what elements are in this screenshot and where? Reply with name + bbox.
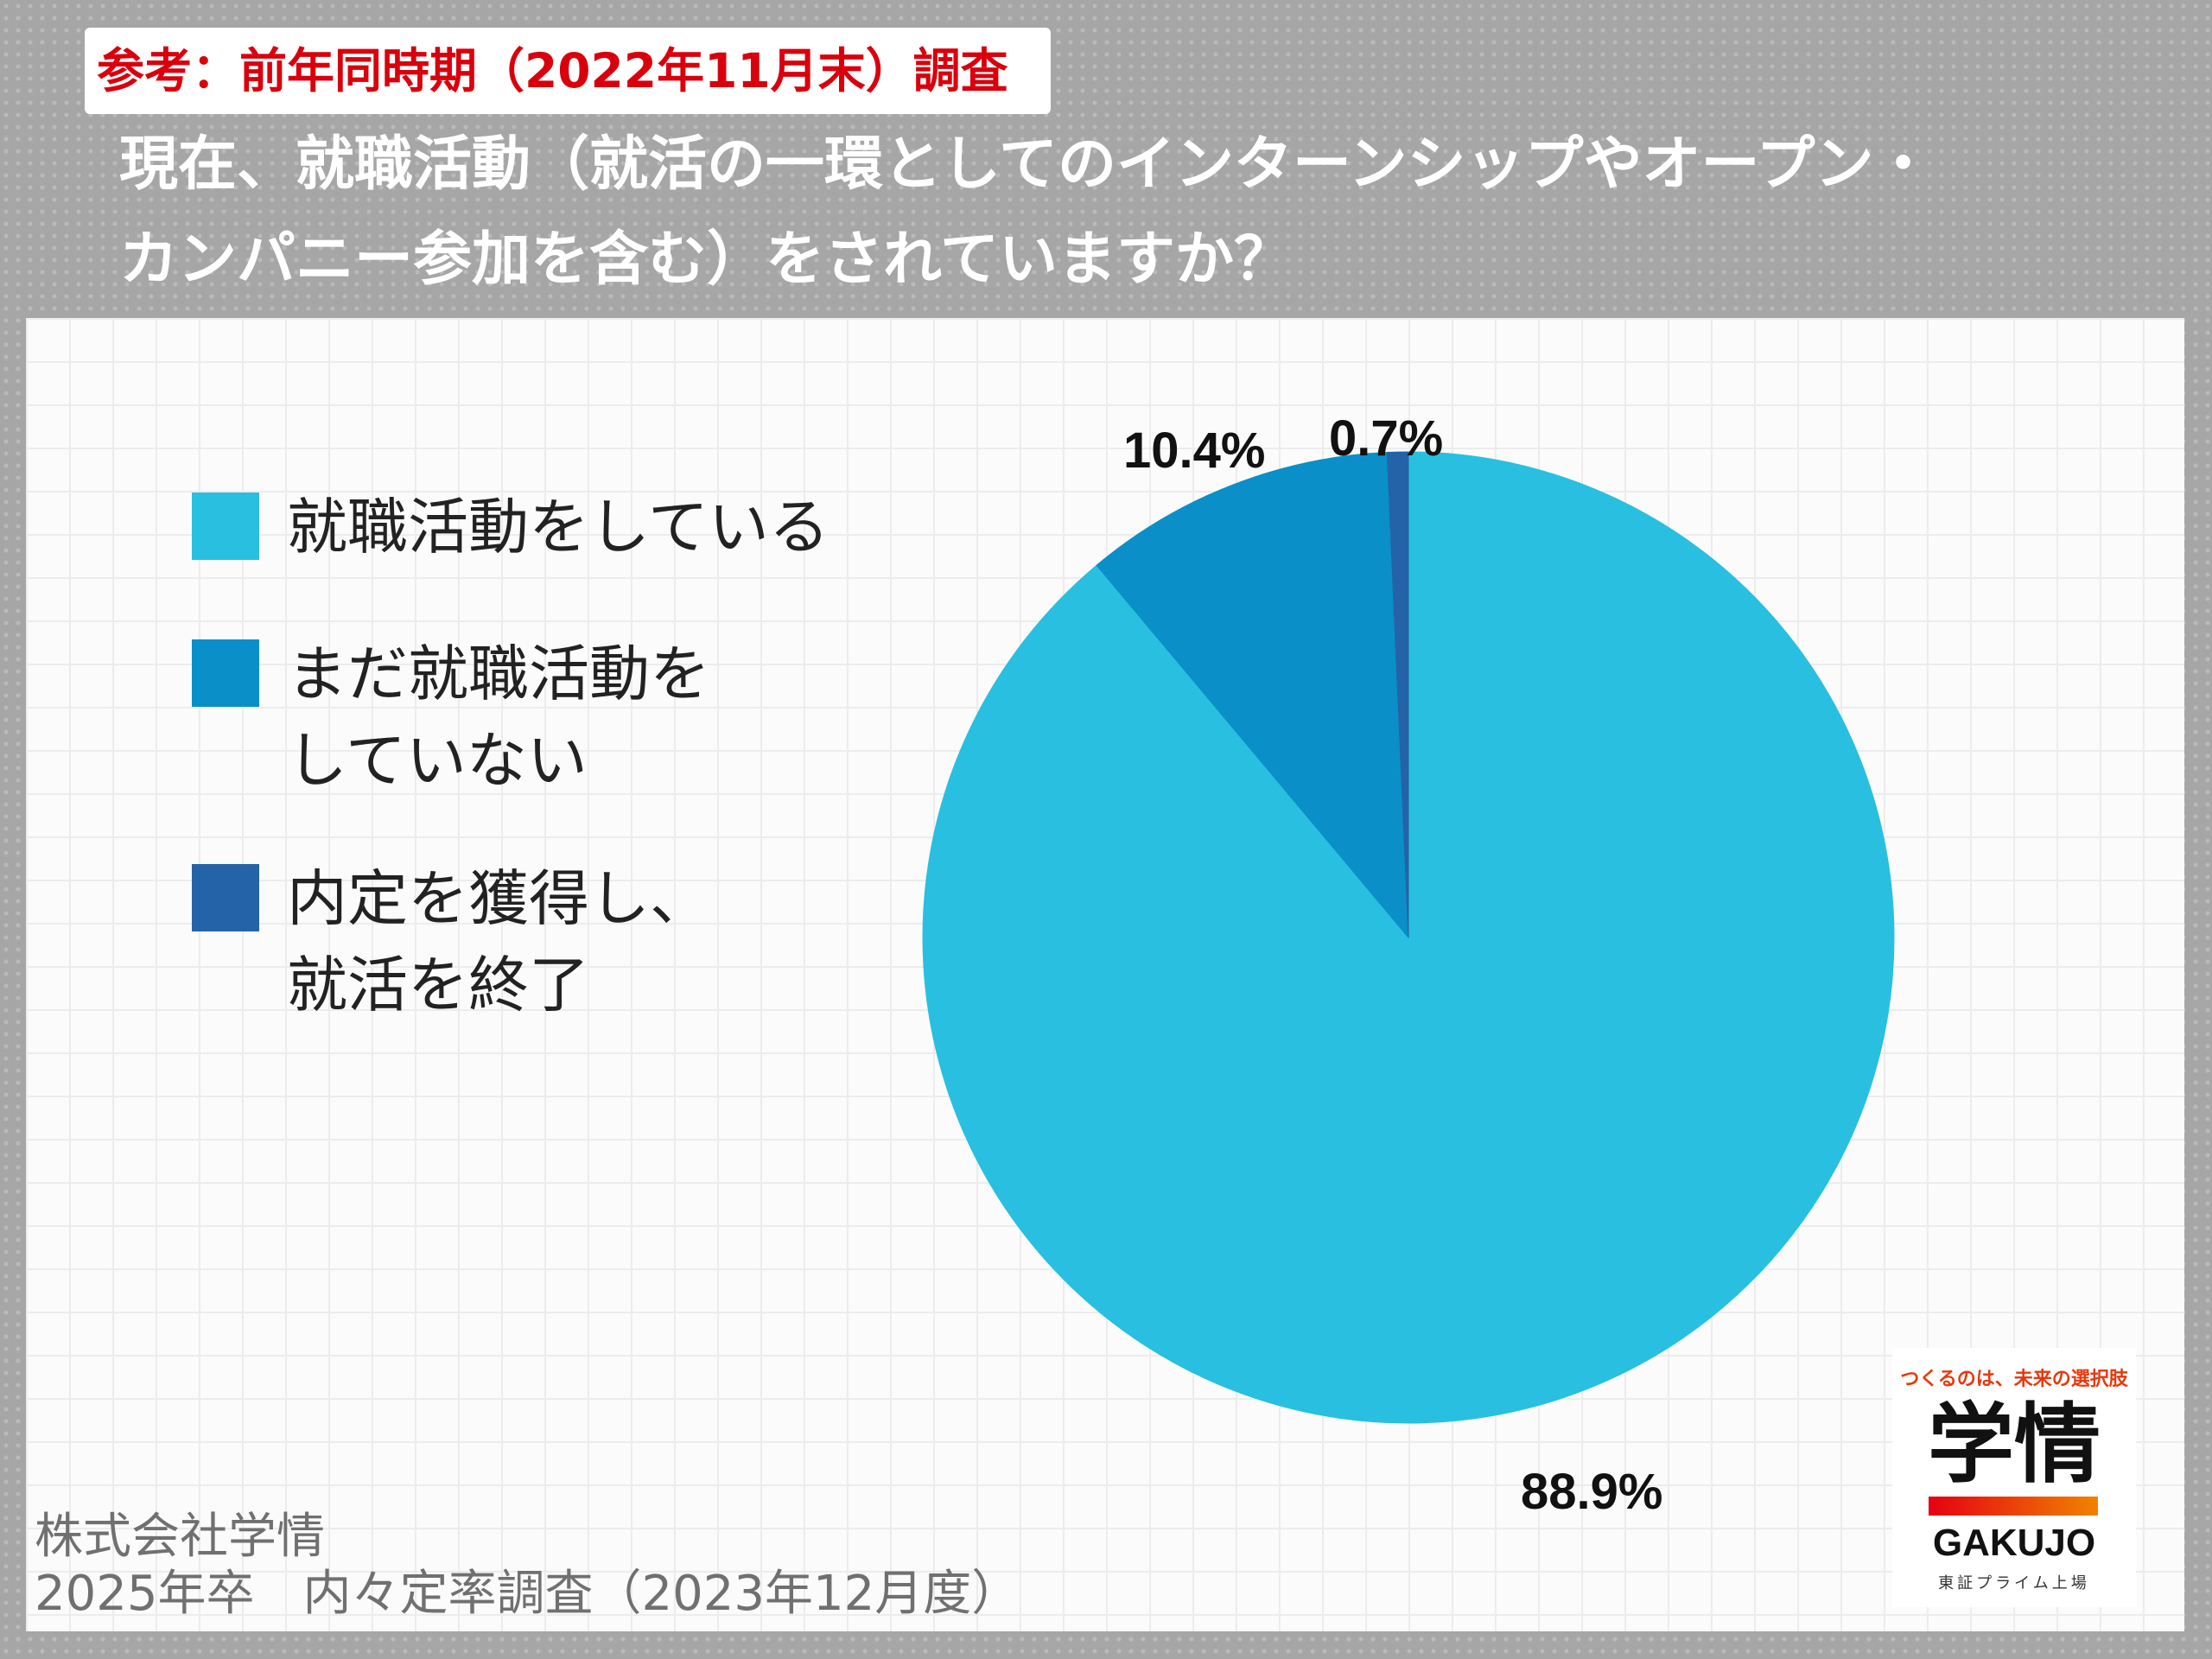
logo-color-bar <box>1929 1497 2098 1516</box>
legend-swatch-job-hunting <box>192 493 259 560</box>
question-line-1: 現在、就職活動（就活の一環としてのインターンシップやオープン・ <box>119 130 1933 199</box>
pct-label-not-started: 10.4% <box>1123 423 1266 479</box>
pie-slice-not-started <box>1096 452 1409 939</box>
logo-tagline: つくるのは、未来の選択肢 <box>1900 1369 2128 1390</box>
chart-panel: 就職活動をしている まだ就職活動を していない 内定を獲得し、 就活を終了 88… <box>26 318 2184 1631</box>
legend-label-finished: 内定を獲得し、 就活を終了 <box>287 863 710 1020</box>
legend-swatch-finished <box>192 864 259 931</box>
legend-label-job-hunting: 就職活動をしている <box>287 492 830 563</box>
question-title: 現在、就職活動（就活の一環としてのインターンシップやオープン・ カンパニー参加を… <box>119 118 2107 308</box>
pie-slice-job-hunting <box>922 451 1895 1424</box>
logo-sub: 東証プライム上場 <box>1938 1574 2090 1592</box>
pie-slice-finished <box>1386 451 1409 938</box>
legend-swatch-not-started <box>192 639 259 707</box>
logo-main: 学情 <box>1928 1394 2101 1495</box>
reference-badge: 参考：前年同時期（2022年11月末）調査 <box>85 28 1051 114</box>
pct-label-job-hunting: 88.9% <box>1521 1464 1663 1520</box>
footer-survey: 2025年卒 内々定率調査（2023年12月度） <box>35 1566 1020 1622</box>
footer-company: 株式会社学情 <box>35 1509 325 1565</box>
gakujo-logo: つくるのは、未来の選択肢 学情 GAKUJO 東証プライム上場 <box>1892 1348 2136 1607</box>
legend-label-not-started: まだ就職活動を していない <box>287 639 710 796</box>
question-line-2: カンパニー参加を含む）をされていますか？ <box>119 226 1293 294</box>
pie-chart <box>922 451 1895 1424</box>
logo-english: GAKUJO <box>1932 1522 2096 1564</box>
pct-label-finished: 0.7% <box>1329 410 1444 467</box>
